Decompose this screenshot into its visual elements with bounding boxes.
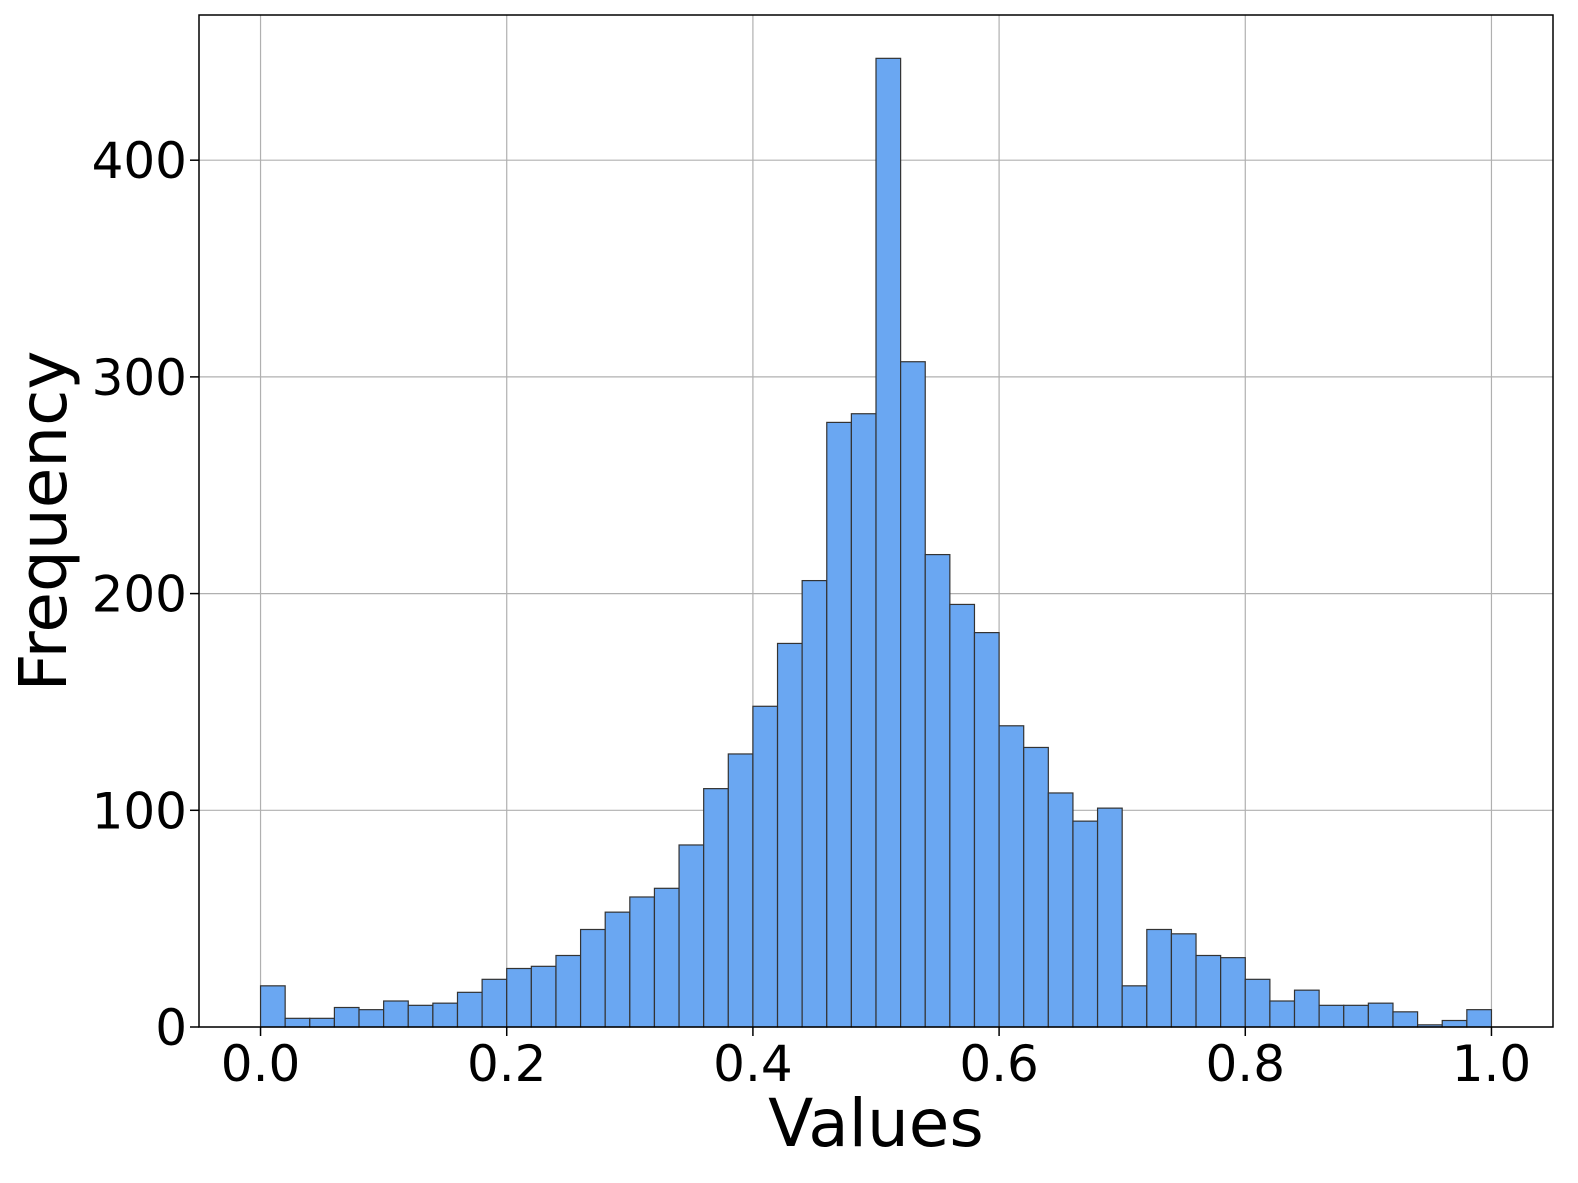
histogram-bar bbox=[1392, 1011, 1419, 1028]
histogram-bar bbox=[629, 896, 656, 1028]
x-tick-label: 0.6 bbox=[959, 1035, 1039, 1093]
histogram-bar bbox=[1023, 746, 1049, 1028]
histogram-bar bbox=[703, 788, 729, 1028]
histogram-bar bbox=[678, 844, 705, 1028]
histogram-bar bbox=[604, 911, 631, 1028]
x-tick-label: 0.8 bbox=[1206, 1035, 1286, 1093]
x-tick-label: 0.0 bbox=[221, 1035, 301, 1093]
histogram-bar bbox=[752, 705, 779, 1028]
histogram-bar bbox=[530, 965, 557, 1028]
histogram-bar bbox=[432, 1002, 459, 1028]
histogram-bar bbox=[653, 887, 680, 1028]
x-tick-label: 0.4 bbox=[713, 1035, 793, 1093]
axis-ticks: 0.0 0.2 0.4 0.6 0.8 1.0 0 100 200 300 400 bbox=[92, 132, 1532, 1093]
histogram-bar bbox=[900, 361, 926, 1028]
histogram-bar bbox=[407, 1004, 434, 1028]
histogram-bar bbox=[309, 1017, 336, 1028]
histogram-bar bbox=[875, 57, 902, 1028]
histogram-bar bbox=[801, 579, 828, 1028]
histogram-bar bbox=[1466, 1009, 1493, 1028]
histogram-bar bbox=[776, 642, 803, 1028]
histogram-bar bbox=[973, 632, 1000, 1028]
histogram-bar bbox=[850, 413, 877, 1028]
histogram-bar bbox=[1343, 1004, 1369, 1028]
histogram-bar bbox=[383, 1000, 409, 1028]
histogram-bar bbox=[1220, 957, 1246, 1028]
histogram-bar bbox=[579, 928, 606, 1028]
y-tick-label: 300 bbox=[92, 349, 187, 407]
x-axis-title: Values bbox=[768, 1085, 984, 1162]
histogram-bar bbox=[1146, 928, 1173, 1028]
histogram-bar bbox=[1047, 792, 1074, 1028]
histogram-bar bbox=[555, 954, 582, 1028]
y-axis-title: Frequency bbox=[5, 351, 82, 692]
histogram-bar bbox=[727, 753, 754, 1028]
y-tick-label: 400 bbox=[92, 132, 187, 190]
histogram-bar bbox=[506, 967, 532, 1028]
y-tick-label: 0 bbox=[155, 999, 187, 1057]
x-tick-label: 0.2 bbox=[467, 1035, 547, 1093]
histogram-bar bbox=[1195, 954, 1222, 1028]
y-tick-label: 200 bbox=[92, 566, 187, 624]
histogram-bar bbox=[333, 1006, 360, 1028]
histogram-bar bbox=[949, 603, 976, 1028]
histogram-bar bbox=[826, 421, 852, 1028]
histogram-bar bbox=[284, 1017, 311, 1028]
histogram-bar bbox=[1293, 989, 1320, 1028]
histogram-bar bbox=[1269, 1000, 1296, 1028]
x-tick-label: 1.0 bbox=[1452, 1035, 1532, 1093]
y-tick-label: 100 bbox=[92, 782, 187, 840]
histogram-bar bbox=[1441, 1019, 1468, 1028]
plot-frame bbox=[198, 14, 1554, 1028]
histogram-bar bbox=[259, 985, 286, 1028]
histogram-bar bbox=[1244, 978, 1271, 1028]
histogram-bar bbox=[1121, 985, 1148, 1028]
histogram-bar bbox=[924, 553, 951, 1028]
histogram-bar bbox=[456, 991, 483, 1028]
histogram-bar bbox=[1072, 820, 1099, 1028]
histogram-bar bbox=[1170, 933, 1197, 1028]
histogram-bars bbox=[259, 57, 1493, 1028]
histogram-bar bbox=[1367, 1002, 1394, 1028]
histogram-bar bbox=[358, 1009, 385, 1028]
histogram-bar bbox=[1318, 1004, 1345, 1028]
histogram-bar bbox=[998, 725, 1025, 1028]
histogram-bar bbox=[1096, 807, 1123, 1028]
histogram-bar bbox=[481, 978, 508, 1028]
